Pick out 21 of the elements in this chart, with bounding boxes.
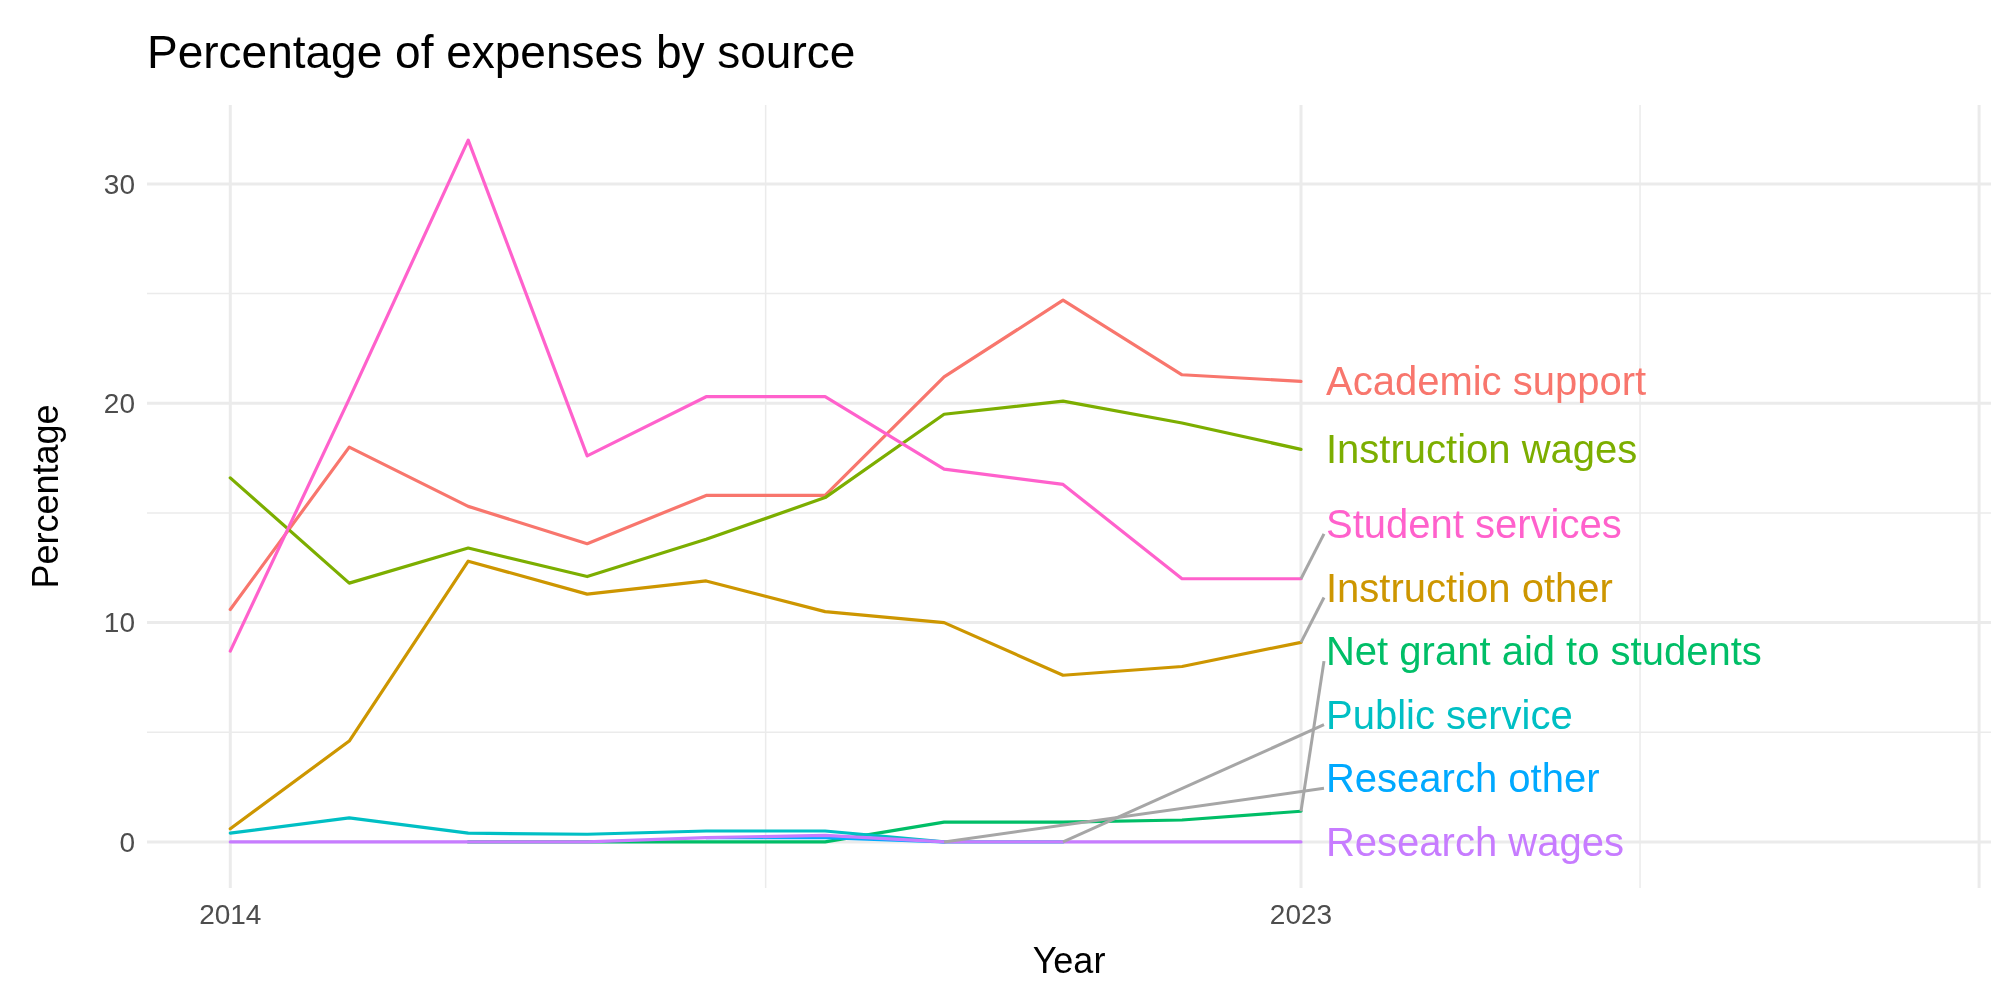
text: Research other bbox=[1325, 756, 1600, 801]
line-series bbox=[228, 559, 1303, 831]
series-label: Student services bbox=[1325, 501, 1622, 546]
line-series bbox=[228, 298, 1303, 612]
y-tick-label: 30 bbox=[103, 168, 135, 200]
y-tick-label: 0 bbox=[119, 826, 135, 858]
x-tick-label: 2014 bbox=[199, 899, 262, 930]
x-axis-title: Year bbox=[1032, 940, 1106, 981]
series-label: Instruction wages bbox=[1325, 427, 1638, 472]
series-label: Academic support bbox=[1325, 359, 1647, 404]
chart-title: Percentage of expenses by source bbox=[147, 26, 856, 78]
y-tick-label: 10 bbox=[103, 607, 135, 639]
text: Net grant aid to students bbox=[1325, 629, 1762, 674]
line-series bbox=[228, 138, 1303, 653]
x-tick-label: 2023 bbox=[1269, 899, 1333, 930]
line-series bbox=[228, 399, 1303, 585]
text: Public service bbox=[1325, 692, 1573, 737]
y-axis-title: Percentage bbox=[25, 404, 66, 589]
y-tick-label: 20 bbox=[103, 388, 135, 420]
series-label: Research wages bbox=[1325, 819, 1624, 864]
series-label: Instruction other bbox=[1325, 565, 1613, 610]
